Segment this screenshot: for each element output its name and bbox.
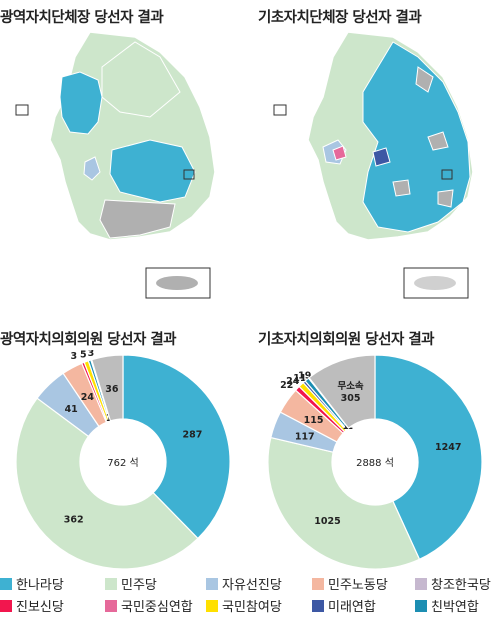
- slice-label: 41: [65, 404, 78, 415]
- islands-box: [273, 104, 287, 116]
- islands-box: [183, 169, 195, 180]
- legend-swatch: [105, 577, 117, 590]
- slice-label: 무소속 305: [337, 380, 363, 404]
- legend-label: 국민중심연합: [121, 600, 193, 615]
- slice-label: 36: [105, 384, 119, 395]
- gyeongbuk-region: [109, 139, 196, 203]
- legend-item: 한나라당: [0, 574, 64, 593]
- legend-item: 창조한국당: [415, 574, 491, 593]
- donut-slice: [267, 436, 421, 570]
- donut-slice: [374, 354, 483, 561]
- donut-center-label: 762 석: [107, 457, 138, 469]
- legend-swatch: [0, 599, 12, 612]
- legend-swatch: [312, 599, 324, 612]
- chungbuk-region: [83, 156, 101, 181]
- islands-box: [15, 104, 29, 116]
- legend-swatch: [0, 577, 12, 590]
- jeju-island: [156, 276, 198, 290]
- daejeon-district: [372, 147, 391, 167]
- slice-label: 117: [295, 432, 315, 443]
- legend-label: 자유선진당: [222, 578, 282, 593]
- legend-item: 진보신당: [0, 596, 64, 615]
- slice-label: 24: [81, 392, 95, 403]
- slice-label: 22: [280, 380, 293, 391]
- donut-slice: [122, 354, 231, 540]
- legend-item: 자유선진당: [206, 574, 282, 593]
- east-region: [362, 41, 471, 233]
- gyeongnam-region: [99, 199, 176, 239]
- gyeonggi-region: [59, 71, 103, 135]
- slice-label: 362: [64, 515, 84, 526]
- legend-item: 민주당: [105, 574, 157, 593]
- legend-swatch: [415, 599, 427, 612]
- legend-swatch: [415, 577, 427, 590]
- slice-label: 19: [298, 371, 311, 382]
- legend-item: 민주노동당: [312, 574, 388, 593]
- legend-item: 친박연합: [415, 596, 479, 615]
- jeju-island: [414, 276, 456, 290]
- jeju-box: [403, 267, 469, 299]
- slice-label: 3: [70, 351, 77, 362]
- legend-item: 미래연합: [312, 596, 376, 615]
- legend-label: 창조한국당: [431, 578, 491, 593]
- slice-label: 287: [183, 430, 203, 441]
- donut-slice: [90, 354, 124, 422]
- islands-box: [441, 169, 453, 180]
- metro-council-title: 광역자치의회의원 당선자 결과: [0, 332, 177, 348]
- jeju-box: [145, 267, 211, 299]
- legend-label: 민주당: [121, 578, 157, 593]
- local-council-donut: 124710251171152224111912무소속3052888 석: [267, 354, 483, 570]
- slice-label: 115: [304, 415, 324, 426]
- legend-swatch: [105, 599, 117, 612]
- donut-slice: [308, 354, 376, 429]
- slice-label: 1247: [435, 442, 461, 453]
- slice-label: 5: [80, 350, 87, 360]
- slice-label: 24: [286, 376, 300, 387]
- slice-label: 1: [343, 421, 350, 432]
- legend-label: 한나라당: [16, 578, 64, 593]
- metro-head-map: [15, 32, 216, 299]
- local-council-title: 기초자치의회의원 당선자 결과: [258, 332, 435, 348]
- legend-item: 국민중심연합: [105, 596, 193, 615]
- donut-center-label: 2888 석: [356, 457, 394, 469]
- magenta-district: [332, 145, 347, 161]
- slice-label: 1: [106, 413, 113, 424]
- slice-label: 3: [88, 350, 95, 359]
- donut-slice: [15, 397, 199, 570]
- legend-label: 미래연합: [328, 600, 376, 615]
- legend-swatch: [312, 577, 324, 590]
- legend-swatch: [206, 577, 218, 590]
- local-head-title: 기초자치단체장 당선자 결과: [258, 10, 422, 26]
- slice-label: 11: [293, 373, 306, 384]
- legend-label: 진보신당: [16, 600, 64, 615]
- local-head-map: [273, 32, 474, 299]
- legend-label: 친박연합: [431, 600, 479, 615]
- gangwon-region: [101, 41, 181, 118]
- slice-label: 1025: [314, 516, 340, 527]
- gray-districts: [392, 66, 454, 208]
- legend-label: 민주노동당: [328, 578, 388, 593]
- legend-item: 국민참여당: [206, 596, 282, 615]
- metro-head-title: 광역자치단체장 당선자 결과: [0, 10, 164, 26]
- legend-label: 국민참여당: [222, 600, 282, 615]
- legend-swatch: [206, 599, 218, 612]
